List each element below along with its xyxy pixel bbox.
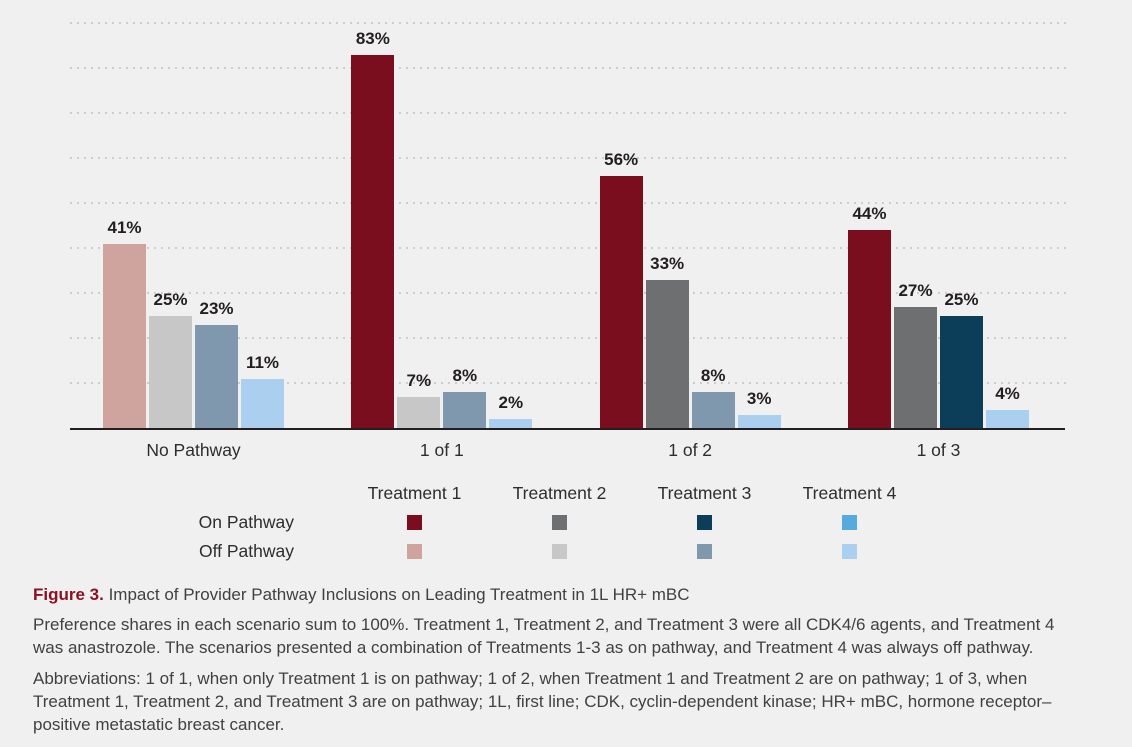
legend-swatch-cell	[777, 515, 922, 530]
bar-treatment-3-no-pathway: 23%	[195, 299, 238, 428]
x-axis-label-no-pathway: No Pathway	[146, 440, 241, 460]
legend-column-header-treatment-3: Treatment 3	[657, 483, 752, 503]
figure-note-abbreviations: Abbreviations: 1 of 1, when only Treatme…	[33, 667, 1113, 736]
bar-group-1-of-1: 83% 7% 8% 2% 1 of 1	[351, 23, 533, 460]
bar-value-label: 56%	[604, 150, 639, 169]
bar-value-label: 83%	[355, 28, 390, 48]
bar-treatment-2-1-of-2: 33%	[645, 254, 689, 428]
bar-treatment-2-1-of-1: 7%	[397, 371, 441, 428]
bar-value-label: 3%	[746, 388, 772, 408]
figure-note-methods: Preference shares in each scenario sum t…	[33, 613, 1113, 659]
bar-value-label: 11%	[245, 352, 280, 372]
bar-value-label: 25%	[153, 289, 188, 309]
legend-swatch-treatment-4-off-pathway	[842, 544, 857, 559]
bar-treatment-2-no-pathway: 25%	[149, 290, 192, 428]
legend: Treatment 1 Treatment 2 Treatment 3 Treatme…	[132, 483, 922, 562]
bar-treatment-1-1-of-1: 83%	[351, 29, 395, 428]
figure-label: Figure 3.	[33, 585, 104, 604]
legend-swatch-treatment-3-on-pathway	[697, 515, 712, 530]
legend-swatch-cell	[342, 515, 487, 530]
legend-swatch-treatment-1-on-pathway	[407, 515, 422, 530]
gridline	[70, 382, 1067, 384]
bar-treatment-3-1-of-3: 25%	[939, 290, 983, 428]
x-axis-label-1-of-2: 1 of 2	[668, 440, 713, 460]
bar-value-label: 8%	[700, 366, 726, 385]
bar-treatment-1-1-of-2: 56%	[599, 150, 643, 428]
bar-value-label: 8%	[452, 366, 478, 385]
bar-groups: 41% 25% 23% 11% No Pathway 83% 7% 8% 2% 1 of 1 56%…	[70, 23, 1065, 460]
legend-row-label-off-pathway: Off Pathway	[198, 541, 294, 561]
bar-treatment-4-1-of-3: 4%	[985, 384, 1029, 428]
legend-column-header-treatment-4: Treatment 4	[802, 483, 897, 503]
gridline	[70, 337, 1067, 339]
legend-swatch-cell	[342, 544, 487, 559]
legend-swatch-treatment-1-off-pathway	[407, 544, 422, 559]
figure-title: Impact of Provider Pathway Inclusions on…	[103, 585, 690, 604]
bar-treatment-4-no-pathway: 11%	[241, 353, 284, 428]
bar-treatment-4-1-of-1: 2%	[489, 393, 533, 428]
note-line: was anastrozole. The scenarios presented…	[33, 638, 1034, 657]
bar-value-label: 44%	[852, 204, 887, 223]
x-axis-label-1-of-1: 1 of 1	[419, 440, 464, 460]
legend-swatch-cell	[777, 544, 922, 559]
bar-treatment-3-1-of-2: 8%	[691, 366, 735, 428]
bar-group-1-of-2: 56% 33% 8% 3% 1 of 2	[599, 23, 781, 460]
legend-swatch-cell	[632, 544, 777, 559]
bar-value-label: 23%	[199, 298, 234, 318]
gridline	[70, 112, 1067, 114]
gridline	[70, 157, 1067, 159]
legend-swatch-cell	[487, 515, 632, 530]
note-line: Abbreviations: 1 of 1, when only Treatme…	[33, 669, 1028, 688]
figure-caption: Figure 3. Impact of Provider Pathway Inc…	[33, 584, 1113, 606]
bar-value-label: 41%	[107, 217, 142, 237]
bar-value-label: 33%	[650, 253, 685, 273]
note-line: positive metastatic breast cancer.	[33, 715, 285, 734]
gridline	[70, 202, 1067, 204]
bar-treatment-2-1-of-3: 27%	[893, 281, 937, 428]
legend-swatch-treatment-3-off-pathway	[697, 544, 712, 559]
bar-treatment-3-1-of-1: 8%	[443, 366, 487, 428]
note-line: Preference shares in each scenario sum t…	[33, 615, 1055, 634]
note-line: Treatment 1, Treatment 2, and Treatment …	[33, 692, 1052, 711]
bar-value-label: 2%	[498, 393, 524, 412]
legend-row-label-on-pathway: On Pathway	[198, 512, 294, 532]
x-axis-label-1-of-3: 1 of 3	[916, 440, 961, 460]
legend-swatch-cell	[487, 544, 632, 559]
bar-value-label: 27%	[898, 280, 933, 300]
gridline	[70, 67, 1067, 69]
gridline	[70, 247, 1067, 249]
bar-value-label: 7%	[406, 370, 432, 390]
bar-value-label: 25%	[944, 289, 979, 309]
bar-value-label: 4%	[995, 384, 1020, 403]
figure-text-block: Figure 3. Impact of Provider Pathway Inc…	[33, 584, 1113, 744]
legend-swatch-treatment-2-on-pathway	[552, 515, 567, 530]
bar-treatment-1-1-of-3: 44%	[847, 204, 891, 428]
legend-swatch-treatment-2-off-pathway	[552, 544, 567, 559]
legend-swatch-cell	[632, 515, 777, 530]
legend-swatch-treatment-4-on-pathway	[842, 515, 857, 530]
legend-column-header-treatment-1: Treatment 1	[367, 483, 462, 503]
plot-area: 41% 25% 23% 11% No Pathway 83% 7% 8% 2% 1 of 1 56%…	[70, 22, 1067, 460]
gridline	[70, 292, 1067, 294]
bar-group-no-pathway: 41% 25% 23% 11% No Pathway	[103, 23, 284, 460]
bar-treatment-4-1-of-2: 3%	[737, 389, 781, 428]
bar-treatment-1-no-pathway: 41%	[103, 218, 146, 428]
bar-group-1-of-3: 44% 27% 25% 4% 1 of 3	[847, 23, 1029, 460]
gridline	[70, 22, 1067, 24]
legend-column-header-treatment-2: Treatment 2	[512, 483, 607, 503]
